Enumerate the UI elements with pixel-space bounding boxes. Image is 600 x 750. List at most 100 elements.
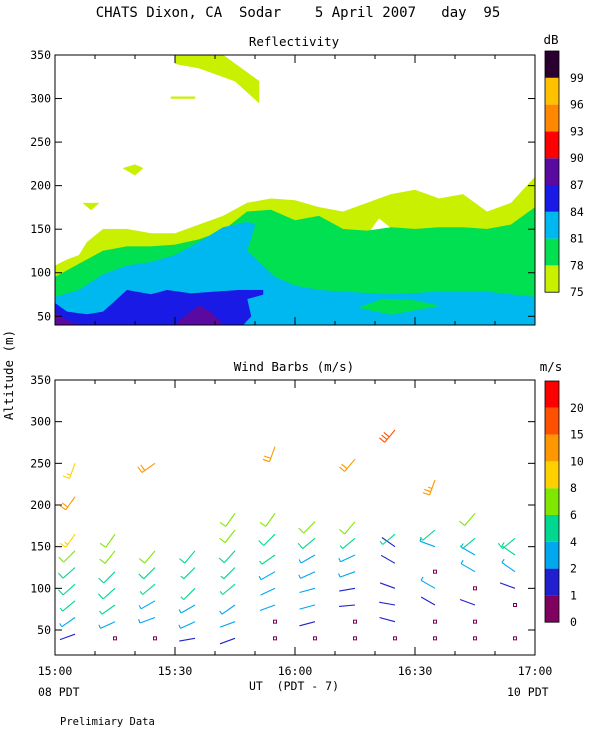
wind-barb-7-0 [353, 636, 357, 641]
reflectivity-colorbar-swatch-5 [545, 131, 559, 159]
reflectivity-colorbar-label: 81 [570, 232, 584, 246]
reflectivity-colorbar-frame [544, 50, 560, 293]
reflectivity-colorbar-unit: dB [543, 32, 558, 47]
wind-barb-4-5 [218, 550, 236, 564]
wind-barb-5-2 [259, 604, 276, 612]
wind-colorbar-label: 1 [570, 588, 577, 602]
figure-title: CHATS Dixon, CA Sodar 5 April 2007 day 9… [96, 5, 501, 21]
reflectivity-colorbar-label: 87 [570, 178, 584, 192]
reflectivity-colorbar-swatch-3 [545, 185, 559, 212]
wind-barb-11-0 [513, 636, 517, 641]
wind-barb-0-4 [57, 567, 76, 579]
time-axis-labels: 15:00 15:30 16:00 16:30 17:00 [38, 664, 553, 678]
reflectivity-colorbar-label: 84 [570, 205, 584, 219]
wind-barb-1-0 [113, 636, 117, 641]
wind-barb-2-1 [138, 616, 156, 624]
wind-barb-2-6 [137, 462, 156, 473]
reflectivity-colorbar-swatch-6 [545, 104, 559, 132]
reflectivity-title: Reflectivity [249, 34, 340, 49]
wind-barb-5-3 [260, 587, 276, 596]
wind-barb-7-7 [339, 521, 356, 535]
wind-barb-8-1 [379, 616, 396, 623]
wind-barb-7-2 [339, 604, 356, 607]
wind-barb-3-1 [178, 621, 196, 629]
reflectivity-contour-9 [55, 311, 80, 325]
wind-barb-9-7 [422, 479, 436, 496]
wind-barb-11-3 [501, 558, 516, 573]
wind-barb-7-8 [339, 458, 356, 472]
wind-barb-8-7 [379, 429, 396, 443]
wind-colorbar-swatch-5 [545, 461, 559, 489]
wind-barb-10-3 [473, 586, 477, 591]
reflectivity-colorbar-label: 93 [570, 124, 584, 138]
wind-colorbar-label: 0 [570, 615, 577, 629]
reflectivity-colorbar-swatch-7 [545, 77, 559, 105]
reflectivity-y-tick-label: 150 [30, 222, 51, 236]
wind-barb-3-5 [179, 550, 196, 564]
wind-barb-9-3 [420, 576, 436, 589]
wind-barb-3-2 [178, 604, 196, 614]
wind-y-tick-label: 250 [30, 456, 51, 470]
wind-barb-9-6 [419, 529, 436, 541]
reflectivity-colorbar-label: 96 [570, 98, 584, 112]
wind-barb-6-3 [299, 587, 316, 594]
reflectivity-contour-fills [55, 55, 535, 325]
wind-colorbar-swatch-8 [545, 381, 559, 408]
wind-barb-6-6 [297, 537, 316, 550]
reflectivity-colorbar-swatch-8 [545, 51, 559, 78]
reflectivity-y-tick-label: 50 [37, 309, 51, 323]
wind-barb-3-4 [180, 567, 196, 580]
wind-barb-0-1 [59, 617, 76, 628]
wind-colorbar-label: 15 [570, 428, 584, 442]
wind-barb-7-6 [339, 537, 356, 550]
wind-barb-1-6 [99, 533, 116, 548]
wind-barb-6-0 [313, 636, 317, 641]
wind-colorbar-label: 4 [570, 535, 577, 549]
wind-barb-10-2 [459, 598, 476, 606]
wind-barb-10-5 [460, 543, 476, 556]
reflectivity-colorbar-swatch-4 [545, 158, 559, 185]
wind-colorbar-label: 6 [570, 508, 577, 522]
wind-barb-2-3 [139, 583, 156, 595]
wind-barb-8-4 [380, 554, 396, 564]
wind-barb-plot-frame [54, 379, 536, 656]
wind-barb-5-7 [259, 512, 276, 527]
wind-barb-8-6 [379, 533, 396, 545]
wind-barb-7-4 [338, 571, 356, 578]
reflectivity-colorbar-swatch-2 [545, 211, 559, 239]
wind-barb-11-2 [499, 582, 516, 589]
wind-barb-1-5 [99, 550, 116, 564]
wind-barb-10-0 [473, 636, 477, 641]
wind-barb-y-ticks: 50 100 150 200 250 300 350 [30, 373, 535, 637]
wind-barb-4-6 [219, 529, 236, 544]
x-tick-label-2: 16:00 [278, 664, 313, 678]
y-axis-label: Altitude (m) [1, 330, 16, 420]
wind-barb-2-5 [139, 550, 156, 564]
wind-barb-1-2 [99, 604, 116, 615]
wind-colorbar-swatch-1 [545, 568, 559, 596]
wind-y-tick-label: 150 [30, 540, 51, 554]
wind-colorbar-unit: m/s [540, 359, 563, 374]
x-tick-label-4: 17:00 [518, 664, 553, 678]
x-tick-label-3: 16:30 [398, 664, 433, 678]
wind-barb-8-2 [379, 601, 396, 606]
wind-barb-1-4 [98, 571, 116, 584]
wind-barb-4-4 [220, 567, 236, 580]
reflectivity-contour-1 [174, 55, 260, 104]
wind-barb-10-1 [473, 619, 477, 624]
wind-y-tick-label: 300 [30, 415, 51, 429]
wind-colorbar-swatch-3 [545, 515, 559, 542]
reflectivity-y-tick-label: 250 [30, 135, 51, 149]
wind-colorbar-label: 20 [570, 401, 584, 415]
wind-barb-2-2 [138, 600, 156, 610]
reflectivity-colorbar-label: 99 [570, 71, 584, 85]
wind-barb-7-3 [339, 587, 356, 592]
wind-barbs [57, 429, 517, 645]
wind-colorbar-frame [544, 380, 560, 623]
reflectivity-contour-3 [122, 164, 144, 176]
wind-barb-9-4 [433, 569, 437, 574]
wind-barb-8-5 [381, 537, 396, 548]
left-time-note: 08 PDT [38, 685, 80, 699]
